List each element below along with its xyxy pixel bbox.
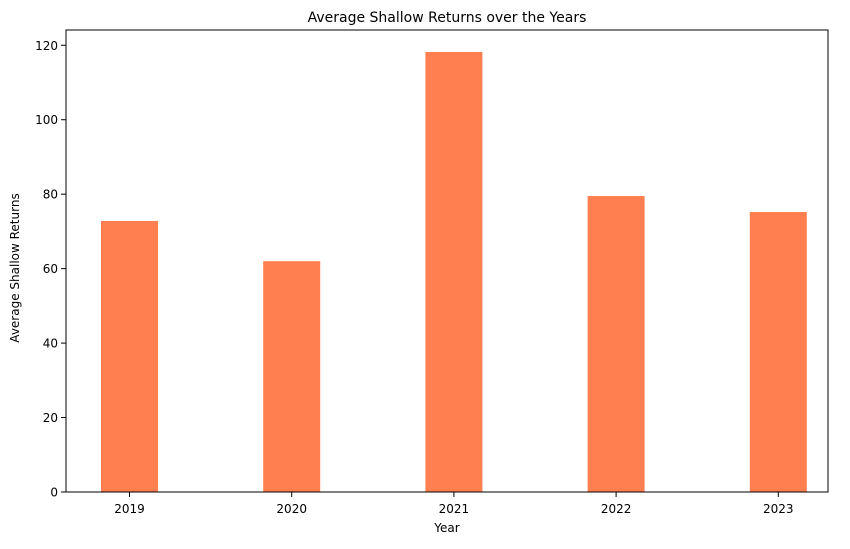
bar-2023 <box>749 212 807 493</box>
plot-frame <box>65 29 829 493</box>
bar-2019 <box>101 220 158 493</box>
bar-2022 <box>587 196 645 493</box>
y-tick-label: 40 <box>43 337 58 351</box>
bar-2020 <box>263 261 321 492</box>
chart-title: Average Shallow Returns over the Years <box>308 10 587 26</box>
y-tick-label: 80 <box>43 188 58 202</box>
x-tick-label: 2019 <box>114 502 145 516</box>
y-tick-label: 100 <box>35 113 58 127</box>
x-tick-label: 2022 <box>601 502 632 516</box>
y-tick-label: 60 <box>43 262 58 276</box>
plot-area: 2019 2020 2021 2022 2023 0 20 40 60 80 100 120 <box>35 29 829 516</box>
y-axis-label: Average Shallow Returns <box>8 193 22 342</box>
x-axis-label: Year <box>433 521 459 535</box>
bar-2021 <box>425 51 483 493</box>
x-tick-label: 2020 <box>276 502 307 516</box>
y-tick-label: 120 <box>35 39 58 53</box>
x-tick-label: 2023 <box>763 502 794 516</box>
y-tick-label: 20 <box>43 411 58 425</box>
x-tick-label: 2021 <box>439 502 470 516</box>
y-tick-label: 0 <box>50 486 58 500</box>
